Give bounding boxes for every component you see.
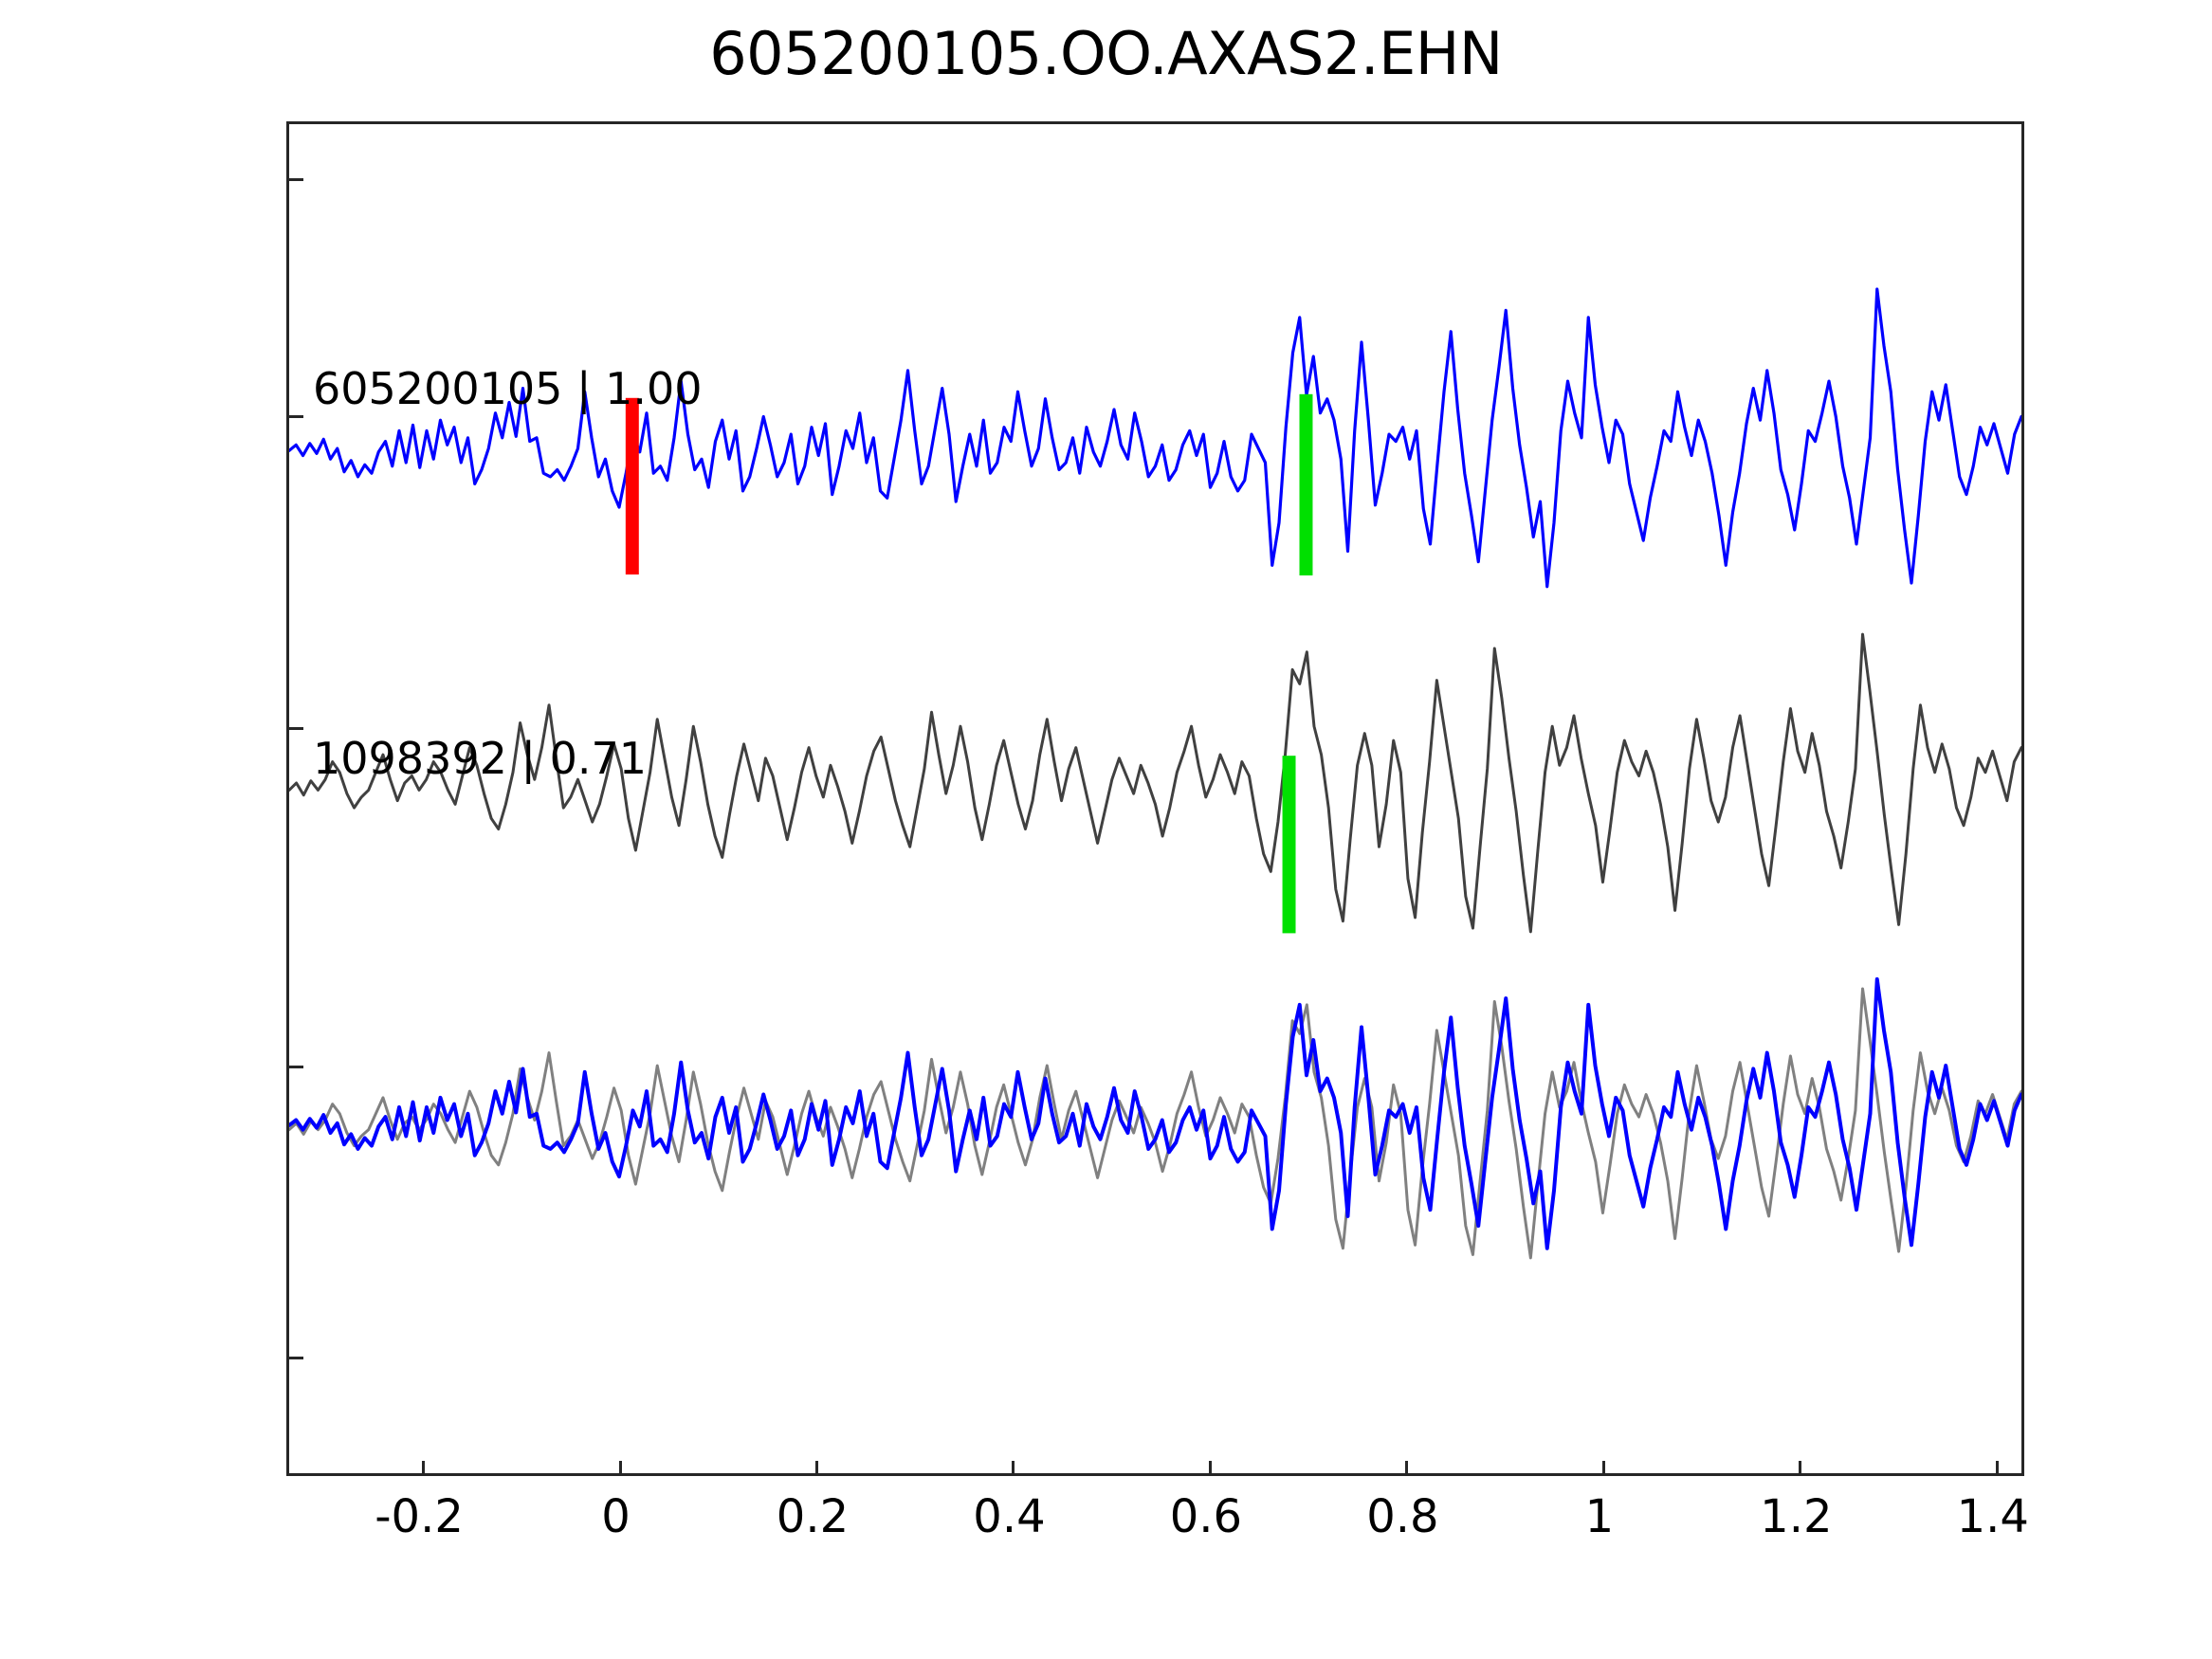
x-tick-mark — [422, 1461, 426, 1474]
marker-group — [625, 393, 1313, 934]
x-tick-mark — [1995, 1461, 1999, 1474]
trace-detection-line — [289, 632, 2021, 934]
x-tick-label: 0 — [601, 1490, 631, 1543]
y-tick-mark — [288, 1066, 303, 1069]
trace-label-template: 605200105 | 1.00 — [313, 363, 703, 414]
x-tick-mark — [618, 1461, 622, 1474]
y-tick-mark — [288, 726, 303, 730]
trace-template-group — [289, 287, 2021, 589]
x-tick-mark — [1601, 1461, 1605, 1474]
origin-time-marker — [625, 397, 639, 574]
trace-label-detection: 1098392 | 0.71 — [313, 733, 648, 784]
x-tick-mark — [1799, 1461, 1802, 1474]
x-tick-mark — [1208, 1461, 1212, 1474]
x-tick-label: 0.8 — [1366, 1490, 1439, 1543]
x-tick-label: 0.6 — [1169, 1490, 1243, 1543]
trace-overlay-group — [289, 976, 2021, 1260]
trace-detection-group — [289, 632, 2021, 934]
y-tick-mark — [288, 178, 303, 182]
figure-title: 605200105.OO.AXAS2.EHN — [709, 19, 1503, 88]
x-tick-label: 1 — [1584, 1490, 1615, 1543]
trace-overlay-template-line — [289, 976, 2021, 1250]
x-tick-label: -0.2 — [375, 1490, 464, 1543]
x-tick-label: 0.2 — [776, 1490, 850, 1543]
waveform-plot — [289, 287, 2021, 1260]
pick-marker-detection — [1282, 756, 1296, 934]
trace-template-line — [289, 287, 2021, 589]
x-tick-mark — [1405, 1461, 1409, 1474]
y-tick-mark — [288, 415, 303, 419]
plot-axes — [286, 121, 2024, 1476]
x-tick-mark — [1012, 1461, 1015, 1474]
trace-overlay-detection-line — [289, 987, 2021, 1260]
x-tick-label: 0.4 — [973, 1490, 1046, 1543]
x-tick-label: 1.2 — [1760, 1490, 1833, 1543]
pick-marker-template — [1299, 393, 1313, 575]
x-tick-label: 1.4 — [1956, 1490, 2029, 1543]
x-tick-mark — [814, 1461, 818, 1474]
y-tick-mark — [288, 1357, 303, 1360]
